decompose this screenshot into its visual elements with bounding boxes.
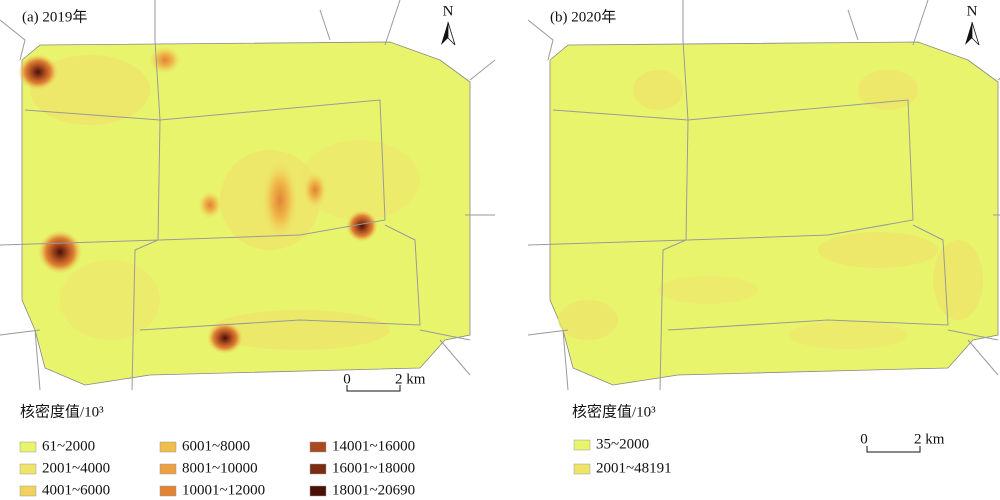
legend-swatch xyxy=(309,485,327,497)
panel-title: (a) 2019年 xyxy=(22,8,87,25)
north-label: N xyxy=(967,3,978,19)
legend-label: 2001~48191 xyxy=(596,460,672,476)
scale-end: 2 km xyxy=(914,431,945,447)
map-a xyxy=(0,0,496,391)
north-label: N xyxy=(443,3,454,19)
map-b xyxy=(527,0,1000,391)
legend-swatch xyxy=(19,441,37,453)
legend-label: 18001~20690 xyxy=(332,482,415,498)
legend-swatch xyxy=(573,463,591,475)
legend-swatch xyxy=(159,463,177,475)
legend-label: 8001~10000 xyxy=(182,460,258,476)
legend-label: 16001~18000 xyxy=(332,460,415,476)
legend-swatch xyxy=(573,439,591,451)
legend-label: 6001~8000 xyxy=(182,438,250,454)
legend-label: 61~2000 xyxy=(42,438,95,454)
legend-swatch xyxy=(19,485,37,497)
legend-label: 10001~12000 xyxy=(182,482,265,498)
scale-end: 2 km xyxy=(395,371,426,387)
scale-start: 0 xyxy=(343,371,351,387)
north-arrows xyxy=(441,21,980,46)
scale-start: 0 xyxy=(860,431,868,447)
legend-swatch xyxy=(19,463,37,475)
legend-label: 35~2000 xyxy=(596,436,649,452)
legend-label: 4001~6000 xyxy=(42,482,110,498)
scale-bars xyxy=(346,385,921,453)
legend-swatch xyxy=(159,441,177,453)
legend-label: 2001~4000 xyxy=(42,460,110,476)
legend-swatch xyxy=(309,463,327,475)
legend-swatch xyxy=(309,441,327,453)
legend-label: 14001~16000 xyxy=(332,438,415,454)
legend-title: 核密度值/10³ xyxy=(572,403,656,420)
panel-title: (b) 2020年 xyxy=(550,8,616,25)
legend-title: 核密度值/10³ xyxy=(20,403,104,420)
legend-swatch xyxy=(159,485,177,497)
